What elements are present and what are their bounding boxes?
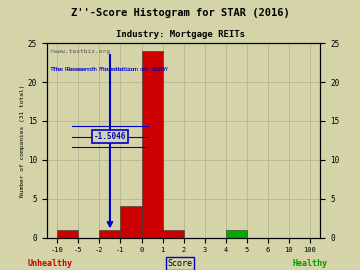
Text: The Research Foundation of SUNY: The Research Foundation of SUNY: [52, 66, 168, 72]
Text: Unhealthy: Unhealthy: [28, 259, 73, 268]
Text: Industry: Mortgage REITs: Industry: Mortgage REITs: [116, 30, 244, 39]
Text: Score: Score: [167, 259, 193, 268]
Bar: [141, 51, 163, 238]
Bar: [57, 230, 78, 238]
Y-axis label: Number of companies (31 total): Number of companies (31 total): [20, 84, 25, 197]
Text: Z''-Score Histogram for STAR (2016): Z''-Score Histogram for STAR (2016): [71, 8, 289, 18]
Bar: [121, 207, 141, 238]
Text: The Research Foundation of SUNY: The Research Foundation of SUNY: [50, 66, 166, 72]
Bar: [163, 230, 184, 238]
Bar: [226, 230, 247, 238]
Text: -1.5046: -1.5046: [94, 132, 126, 141]
Text: ©www.textbiz.org: ©www.textbiz.org: [50, 49, 109, 54]
Bar: [99, 230, 121, 238]
Text: Healthy: Healthy: [292, 259, 327, 268]
